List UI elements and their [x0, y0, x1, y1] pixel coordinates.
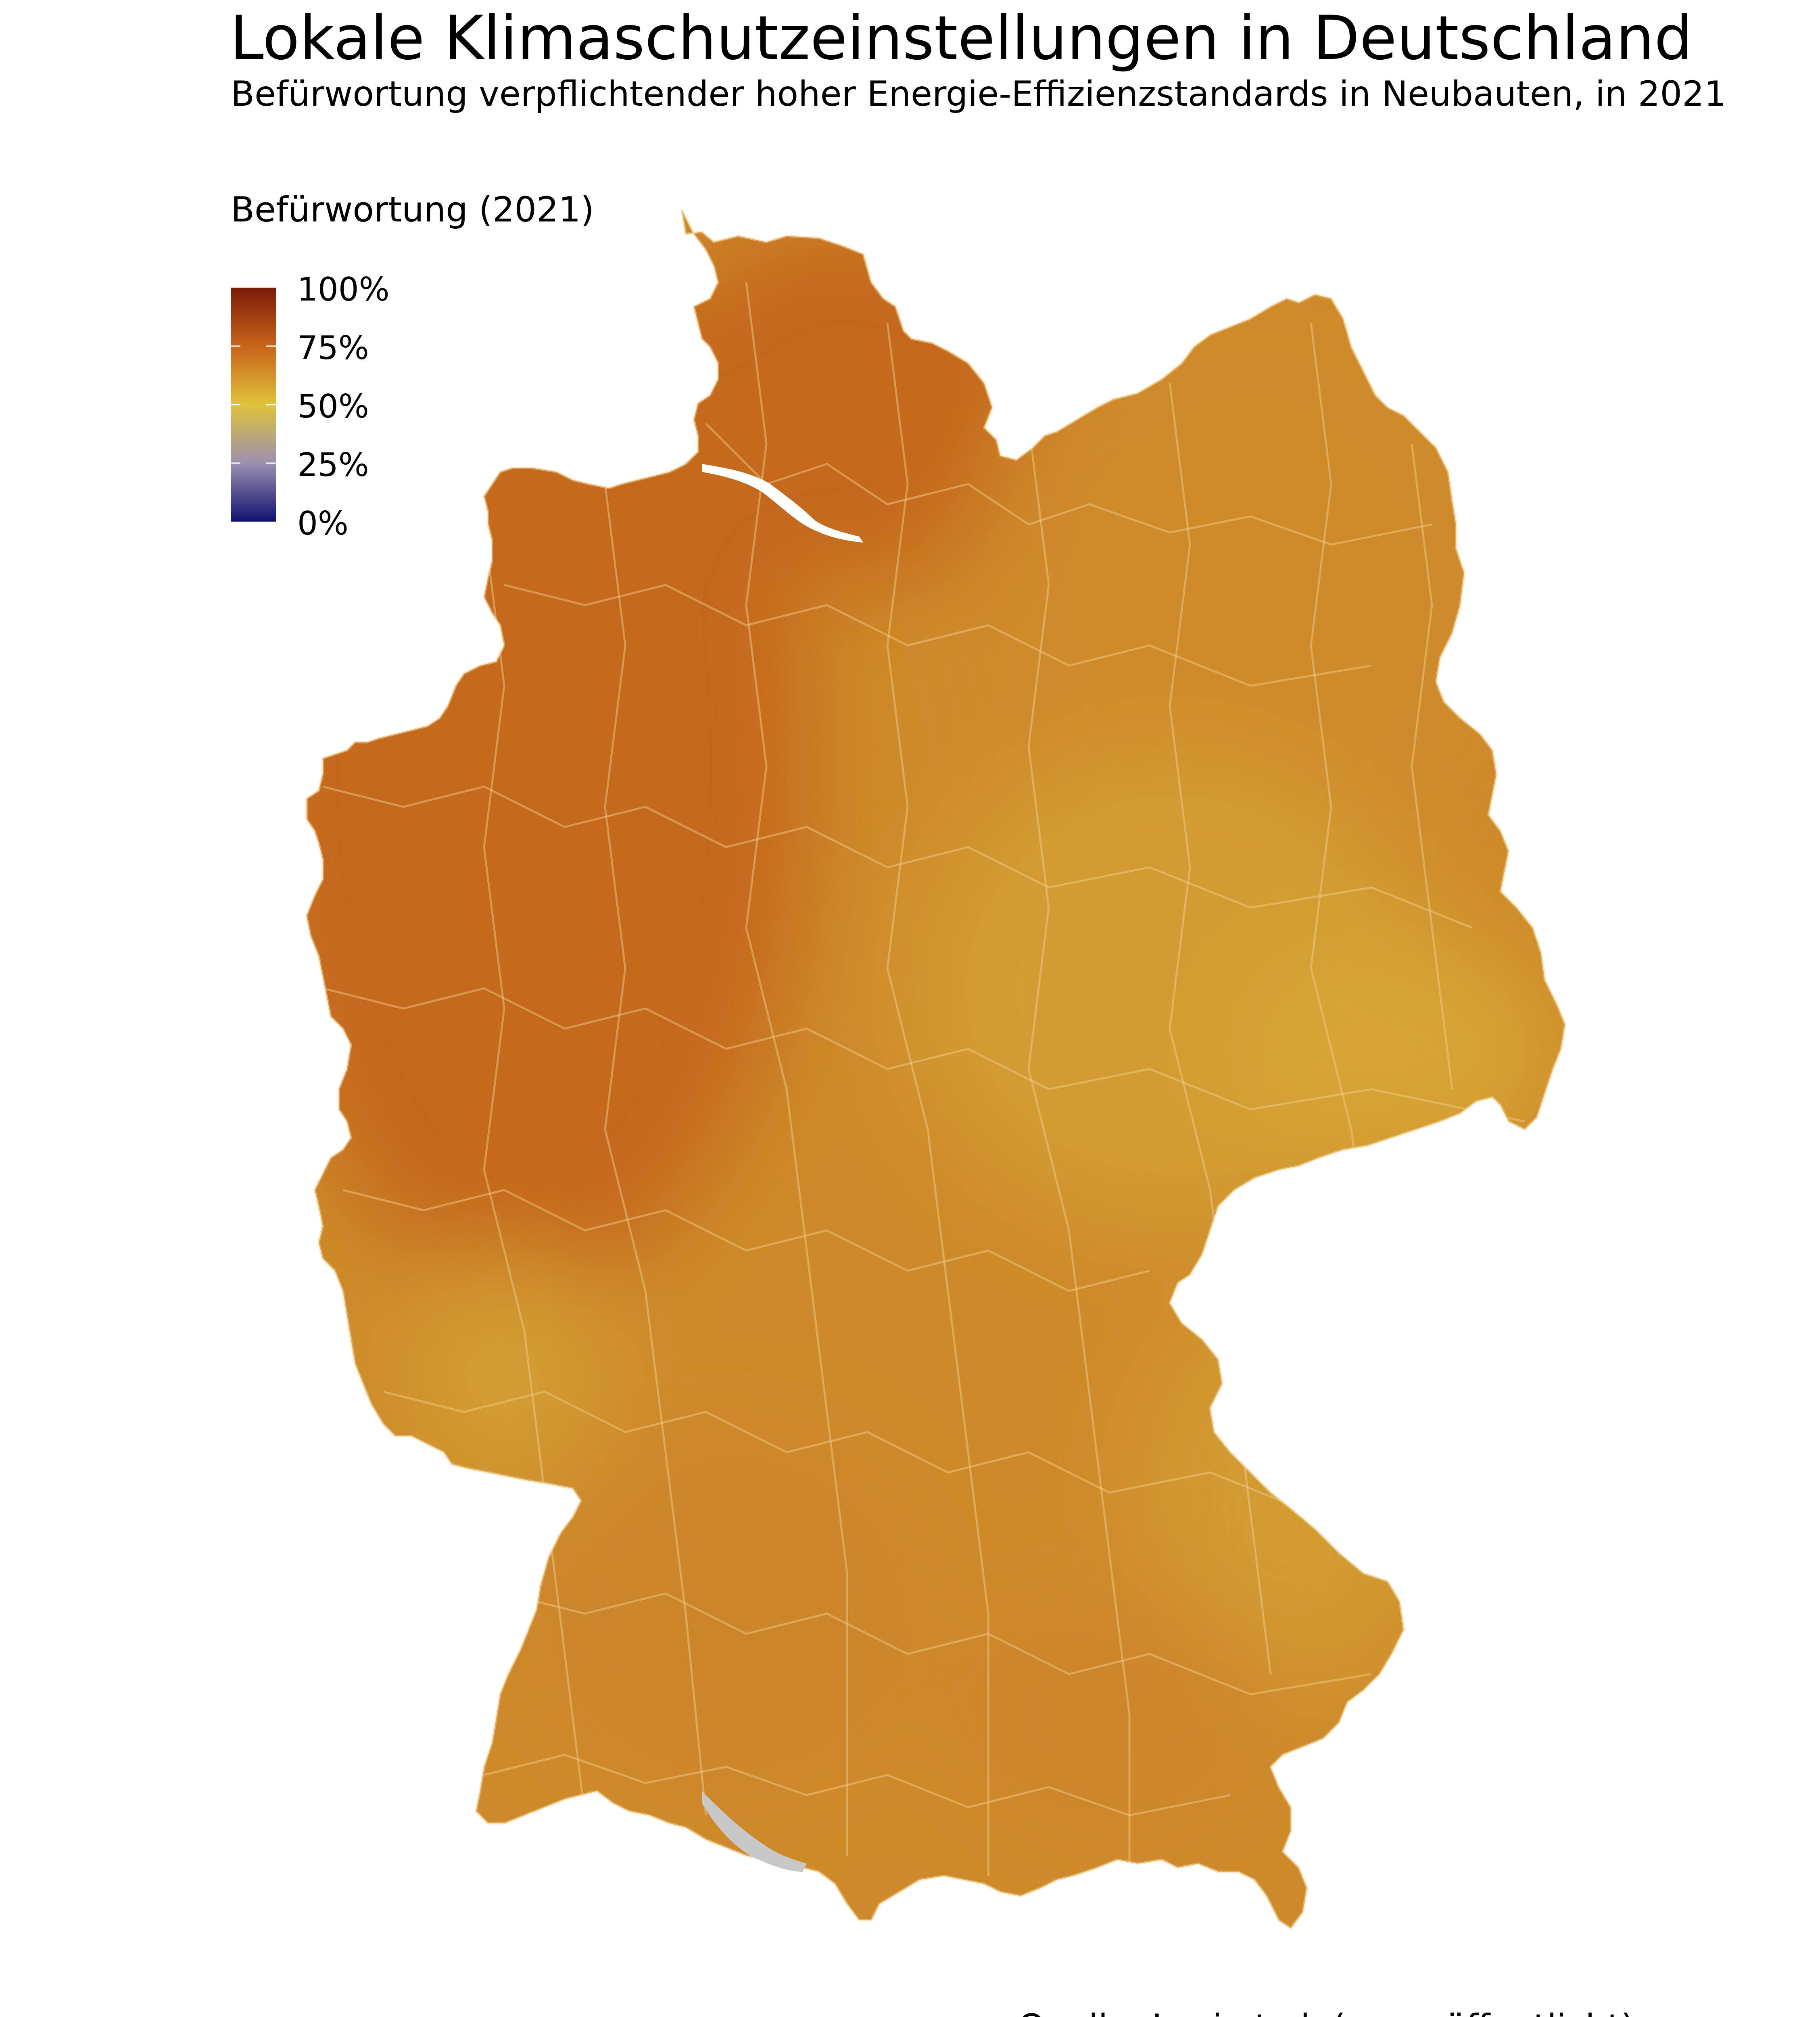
legend-colorbar [231, 288, 276, 522]
legend: Befürwortung (2021) 100% 75% 50% 25% 0% [231, 188, 594, 551]
legend-label-100: 100% [297, 271, 390, 308]
elbe-river [702, 464, 863, 543]
legend-label-0: 0% [297, 505, 349, 542]
germany-choropleth-map [282, 177, 1613, 1961]
source-caption: Quelle: Levi et al. (unveröffentlicht) [1018, 2005, 1634, 2017]
legend-label-50: 50% [297, 388, 369, 425]
legend-title: Befürwortung (2021) [231, 190, 594, 230]
legend-label-25: 25% [297, 446, 369, 484]
map-subtitle: Befürwortung verpflichtender hoher Energ… [231, 74, 1726, 114]
map-title: Lokale Klimaschutzeinstellungen in Deuts… [230, 3, 1693, 73]
lake-constance [702, 1791, 807, 1872]
region-fills [307, 210, 1565, 1928]
legend-label-75: 75% [297, 329, 369, 367]
